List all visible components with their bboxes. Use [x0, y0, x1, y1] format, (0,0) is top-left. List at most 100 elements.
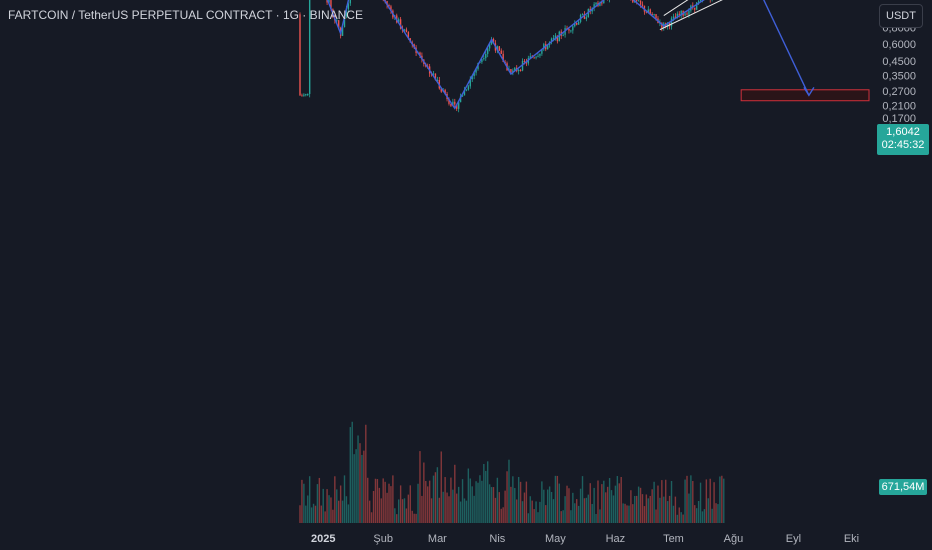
volume-bar: [688, 493, 690, 523]
candle-body: [556, 35, 559, 42]
volume-bar: [554, 475, 557, 523]
candle-body: [581, 13, 584, 15]
candle-body: [345, 8, 348, 17]
candle-body: [577, 21, 580, 25]
volume-bar: [386, 492, 388, 523]
candle-body: [517, 69, 520, 72]
volume-bar: [682, 514, 684, 523]
volume-bar: [665, 479, 667, 523]
candle-body: [645, 11, 648, 13]
volume-bar: [336, 489, 338, 523]
candle-body: [330, 0, 332, 10]
volume-bar: [639, 487, 642, 523]
volume-bar: [440, 451, 442, 523]
volume-bar: [338, 500, 340, 523]
volume-bar: [645, 494, 648, 523]
volume-bar: [307, 495, 309, 523]
candle-body: [343, 16, 346, 28]
time-tick-label: Eki: [844, 533, 859, 545]
candle-body: [649, 9, 651, 14]
volume-bar: [703, 509, 706, 523]
price-tick-label: 0,1700: [882, 113, 916, 125]
time-tick-label: Eyl: [786, 533, 801, 545]
volume-bar: [417, 483, 419, 523]
demand-zone: [740, 89, 870, 102]
candle-body: [651, 13, 653, 15]
volume-bar: [430, 498, 433, 523]
candle-body: [405, 29, 408, 33]
candle-body: [686, 13, 688, 15]
volume-bar: [717, 504, 719, 523]
volume-bar: [684, 479, 686, 523]
volume-bar: [303, 483, 305, 523]
candle-body: [521, 60, 524, 71]
candle-body: [674, 16, 677, 19]
chart-title: FARTCOIN / TetherUS PERPETUAL CONTRACT ·…: [8, 8, 363, 22]
volume-bar: [564, 496, 566, 523]
volume-bar: [372, 490, 375, 523]
volume-bar: [308, 476, 311, 523]
candle-body: [399, 19, 402, 29]
volume-bar: [359, 443, 361, 523]
candle-body: [436, 79, 439, 81]
volume-bar: [367, 477, 369, 523]
volume-bar: [392, 475, 394, 523]
time-tick-label: Tem: [663, 533, 684, 545]
volume-bar: [570, 510, 572, 523]
volume-bar: [423, 462, 425, 523]
volume-bar: [494, 497, 497, 523]
volume-bar: [376, 479, 379, 523]
volume-bar: [498, 492, 501, 523]
candle-body: [666, 22, 669, 27]
volume-bar: [599, 509, 601, 523]
candle-body: [678, 13, 680, 16]
volume-bar: [649, 495, 651, 523]
volume-bar: [616, 476, 619, 523]
candle-body: [502, 53, 504, 62]
volume-bar: [585, 497, 588, 523]
candle-body: [471, 76, 473, 80]
candle-body: [695, 2, 698, 10]
volume-bar: [316, 484, 319, 523]
candle-body: [326, 0, 328, 3]
candle-body: [661, 22, 663, 28]
volume-bar: [328, 495, 330, 523]
candle-body: [568, 29, 570, 31]
volume-bar: [539, 501, 541, 523]
current-price-value: 1,6042: [886, 126, 920, 138]
volume-bar: [529, 496, 531, 523]
volume-bar: [568, 488, 570, 523]
volume-bar: [668, 495, 671, 523]
candle-body: [457, 102, 460, 109]
volume-bar: [715, 503, 717, 523]
volume-bar: [357, 435, 359, 523]
volume-bar: [363, 450, 365, 523]
candle-body: [593, 4, 595, 8]
volume-bar: [624, 503, 626, 523]
volume-bar: [318, 477, 321, 523]
candle-body: [641, 4, 644, 6]
volume-bar: [670, 480, 673, 523]
volume-bar: [407, 494, 410, 523]
volume-bar: [305, 505, 307, 523]
candle-body: [543, 44, 545, 50]
candle-body: [541, 49, 543, 54]
currency-button[interactable]: USDT: [879, 4, 923, 28]
time-axis: 2025 Şub Mar Nis May Haz Tem Ağu Eyl Eki: [311, 533, 859, 545]
volume-bar: [409, 485, 411, 523]
volume-bar: [442, 491, 444, 523]
volume-bar: [374, 478, 377, 523]
volume-bar: [326, 489, 328, 523]
volume-bar: [461, 479, 464, 523]
candle-body: [535, 56, 537, 58]
candle-body: [672, 16, 675, 19]
volume-bar: [341, 500, 344, 523]
volume-bar: [512, 476, 514, 523]
volume-bar: [597, 480, 599, 523]
volume-bar: [676, 514, 679, 523]
volume-bar: [502, 507, 504, 523]
price-tick-label: 0,6000: [882, 39, 916, 51]
target-arrowhead: [803, 86, 815, 97]
candle-body: [485, 53, 487, 59]
